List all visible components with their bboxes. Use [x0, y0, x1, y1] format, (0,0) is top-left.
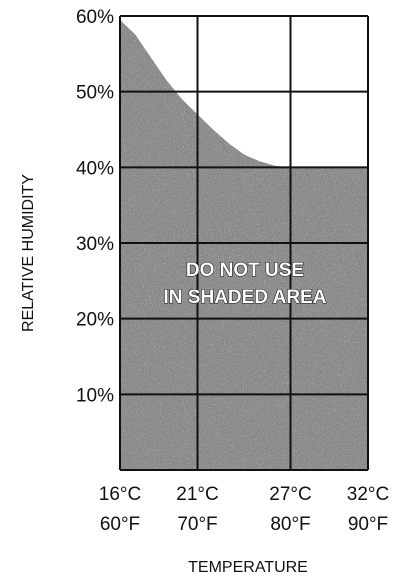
x-tick-label-celsius: 32°C [347, 484, 389, 505]
annotation-line-1: DO NOT USE [186, 260, 304, 281]
shaded-area [120, 19, 368, 471]
plot-area [119, 15, 369, 471]
y-axis-label: RELATIVE HUMIDITY [20, 174, 37, 332]
x-tick-label-fahrenheit: 60°F [100, 514, 140, 535]
y-tick-label: 20% [76, 310, 114, 331]
y-tick-label: 30% [76, 234, 114, 255]
x-tick-label-celsius: 21°C [176, 484, 218, 505]
x-tick-label-celsius: 27°C [269, 484, 311, 505]
x-axis-label: TEMPERATURE [188, 559, 308, 576]
x-tick-label-fahrenheit: 80°F [270, 514, 310, 535]
y-axis-tick-labels: 10% 20% 30% 40% 50% 60% [76, 7, 114, 406]
x-axis-tick-labels: 16°C 60°F 21°C 70°F 27°C 80°F 32°C 90°F [99, 484, 389, 535]
annotation-line-2: IN SHADED AREA [164, 287, 327, 308]
y-tick-label: 50% [76, 83, 114, 104]
y-tick-label: 10% [76, 385, 114, 406]
x-tick-label-fahrenheit: 90°F [348, 514, 388, 535]
grid [119, 15, 369, 470]
y-tick-label: 40% [76, 158, 114, 179]
y-tick-label: 60% [76, 7, 114, 28]
x-tick-label-fahrenheit: 70°F [177, 514, 217, 535]
x-tick-label-celsius: 16°C [99, 484, 141, 505]
